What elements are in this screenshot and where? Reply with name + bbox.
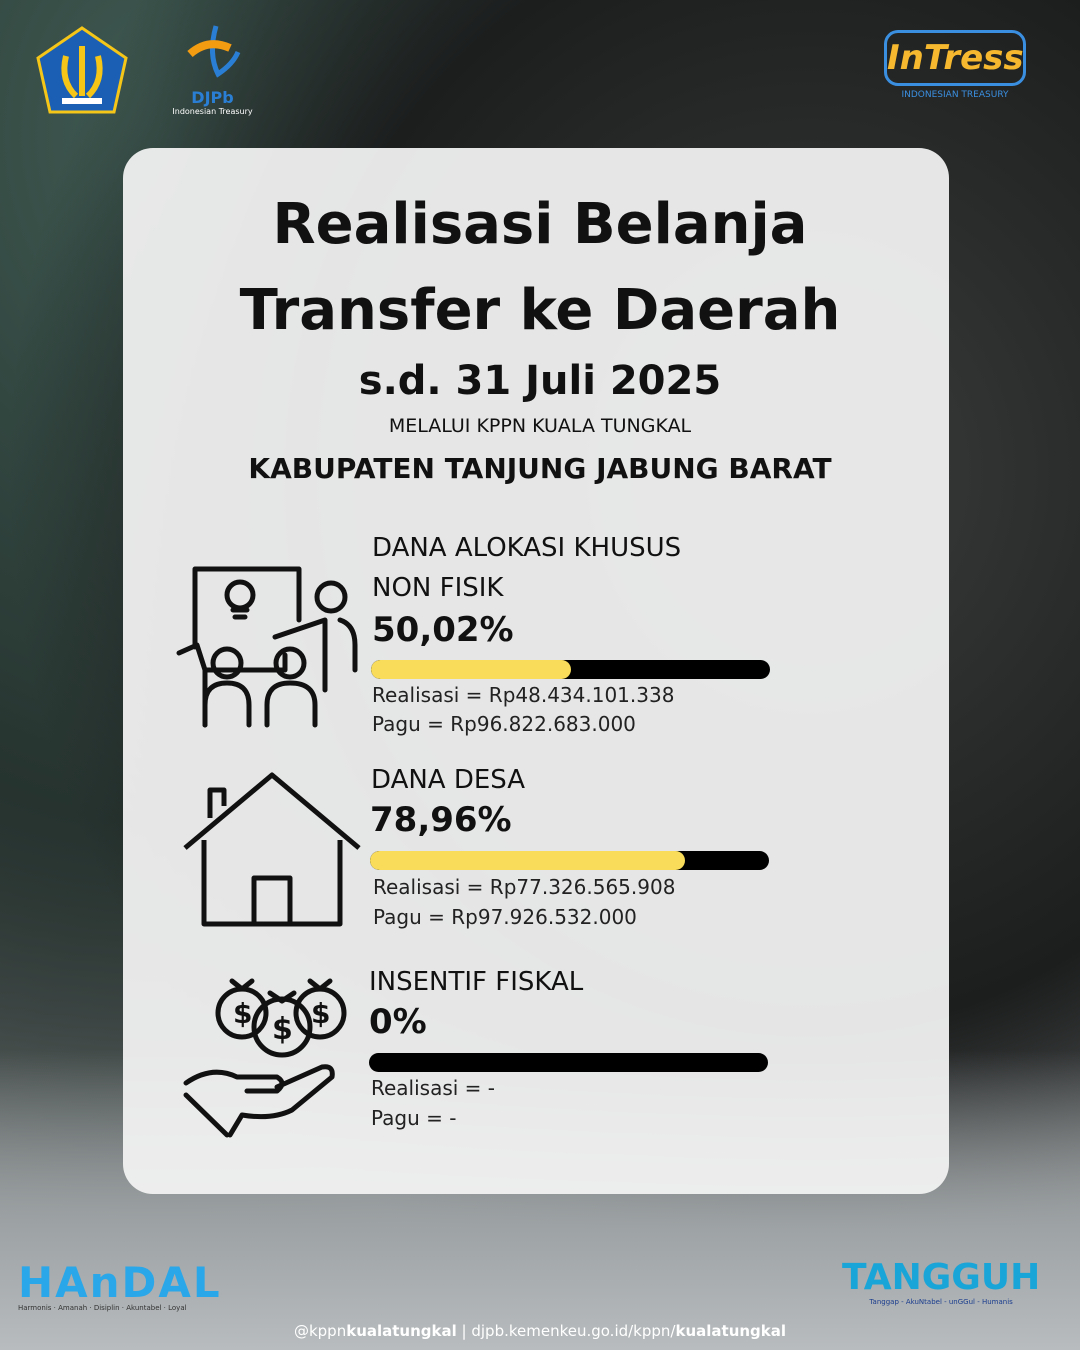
region-text: KABUPATEN TANJUNG JABUNG BARAT	[248, 452, 832, 485]
footer-handle-prefix: @kppn	[293, 1322, 347, 1340]
page-title-line1: Realisasi Belanja	[272, 192, 808, 257]
handal-subtext: Harmonis · Amanah · Disiplin · Akuntabel…	[18, 1304, 187, 1312]
tangguh-subtext: Tanggap - AkuNtabel - unGGul - Humanis	[869, 1298, 1013, 1306]
footer-url[interactable]: | djpb.kemenkeu.go.id/kppn/	[456, 1322, 676, 1340]
item-label: DANA ALOKASI KHUSUS	[372, 533, 682, 563]
progress-bar	[369, 1053, 768, 1072]
percent-value: 50,02%	[372, 610, 514, 650]
house-icon	[182, 770, 364, 932]
item-label: DANA DESA	[371, 765, 526, 795]
pagu-text: Pagu = Rp97.926.532.000	[373, 905, 637, 929]
intress-subtext: INDONESIAN TREASURY	[901, 90, 1009, 100]
percent-value: 0%	[369, 1002, 427, 1042]
kemenkeu-logo	[36, 26, 128, 118]
svg-text:$: $	[233, 997, 252, 1030]
handal-logo: HAnDAL Harmonis · Amanah · Disiplin · Ak…	[18, 1258, 222, 1313]
progress-bar	[370, 851, 769, 870]
via-text: MELALUI KPPN KUALA TUNGKAL	[388, 415, 692, 437]
handal-text: HAnDAL	[18, 1258, 222, 1307]
tangguh-logo: TANGGUH Tanggap - AkuNtabel - unGGul - H…	[842, 1257, 1041, 1307]
pagu-text: Pagu = -	[371, 1106, 457, 1130]
svg-text:$: $	[311, 997, 330, 1030]
pagu-text: Pagu = Rp96.822.683.000	[372, 712, 636, 736]
realisasi-text: Realisasi = Rp48.434.101.338	[372, 683, 675, 707]
footer-links: @kppnkualatungkal | djpb.kemenkeu.go.id/…	[0, 1322, 1080, 1340]
djpb-logo: DJPb Indonesian Treasury	[165, 24, 260, 116]
percent-value: 78,96%	[370, 800, 512, 840]
progress-fill	[371, 660, 571, 679]
intress-text: InTress	[884, 30, 1026, 86]
progress-fill	[370, 851, 686, 870]
progress-bar	[371, 660, 770, 679]
page-title-line2: Transfer ke Daerah	[239, 278, 841, 343]
footer-url-end[interactable]: kualatungkal	[675, 1322, 787, 1340]
djpb-subtext: Indonesian Treasury	[172, 107, 253, 116]
tangguh-text: TANGGUH	[842, 1257, 1041, 1298]
money-hand-icon: $ $ $	[182, 965, 352, 1144]
presentation-icon	[175, 565, 365, 734]
realisasi-text: Realisasi = -	[371, 1076, 496, 1100]
svg-text:$: $	[272, 1012, 293, 1047]
item-label: INSENTIF FISKAL	[369, 967, 584, 997]
intress-logo: InTress INDONESIAN TREASURY	[884, 30, 1026, 100]
item-label-line2: NON FISIK	[372, 573, 504, 603]
djpb-text: DJPb	[191, 88, 234, 107]
date-subtitle: s.d. 31 Juli 2025	[358, 358, 722, 404]
footer-handle[interactable]: kualatungkal	[346, 1322, 457, 1340]
realisasi-text: Realisasi = Rp77.326.565.908	[373, 875, 676, 899]
